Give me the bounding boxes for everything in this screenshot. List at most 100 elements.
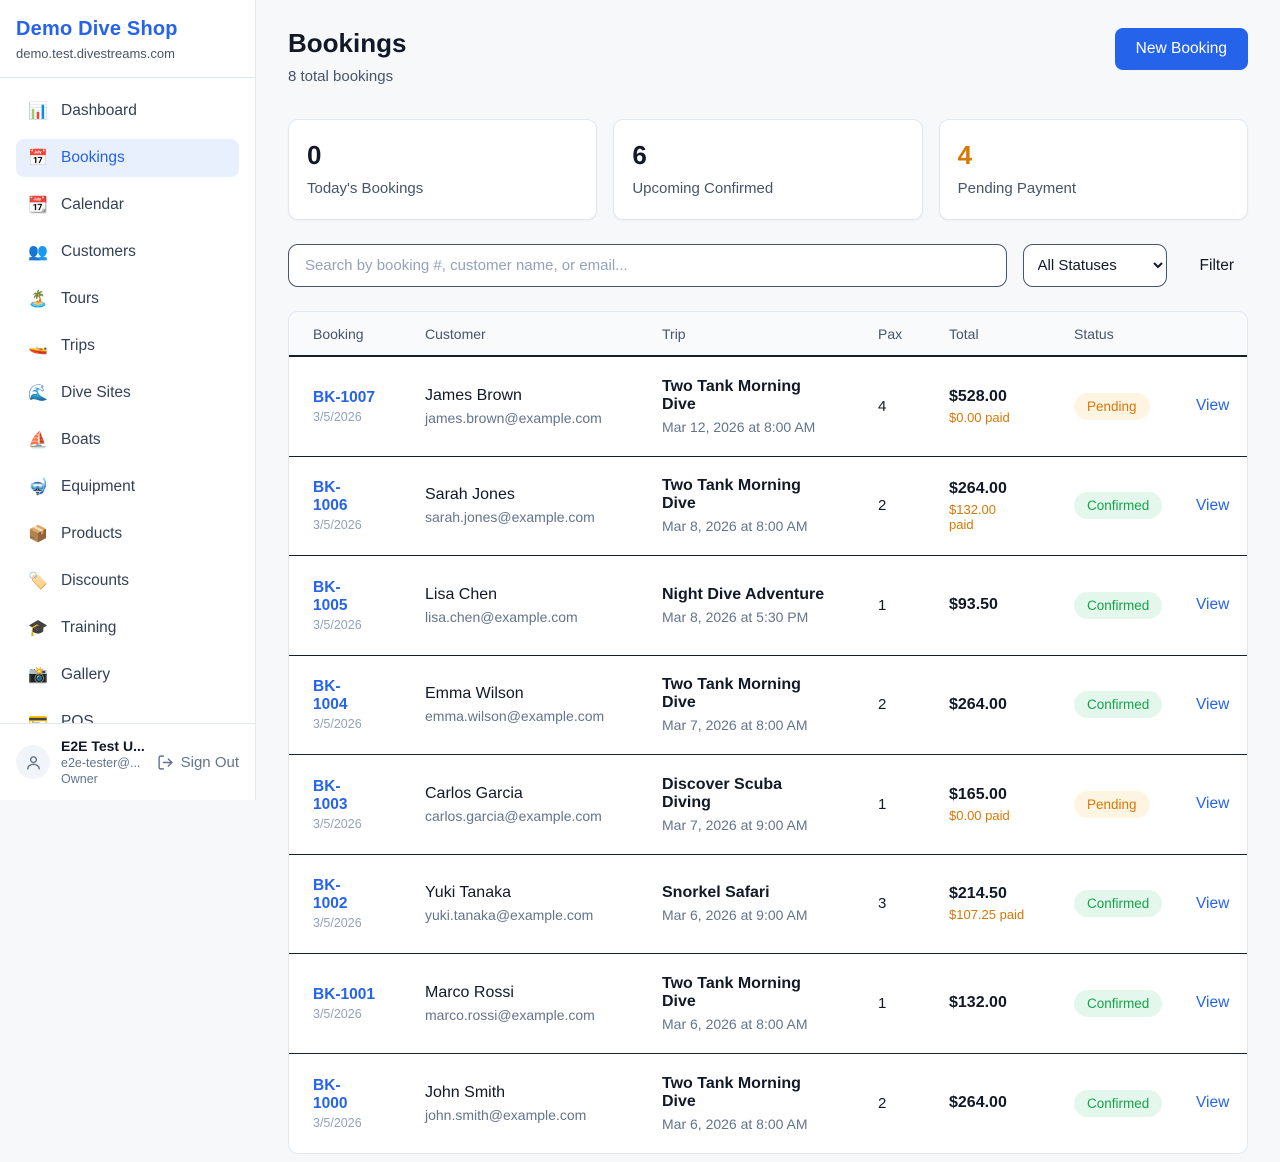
- booking-id-link[interactable]: BK- 1000: [313, 1076, 348, 1112]
- booking-cell: BK- 1004 3/5/2026: [289, 664, 401, 745]
- booking-cell: BK- 1006 3/5/2026: [289, 465, 401, 546]
- sidebar-item-dashboard[interactable]: 📊 Dashboard: [16, 92, 239, 130]
- stat-label: Upcoming Confirmed: [632, 180, 774, 197]
- booking-date: 3/5/2026: [313, 717, 362, 732]
- sidebar-item-tours[interactable]: 🏝️ Tours: [16, 280, 239, 318]
- customer-name: Emma Wilson: [425, 685, 524, 703]
- sidebar-user-footer: E2E Test U... e2e-tester@... Owner Sign …: [0, 723, 255, 800]
- diving-mask-icon: 🤿: [28, 479, 48, 496]
- table-row: BK- 1000 3/5/2026 John Smith john.smith@…: [289, 1054, 1247, 1154]
- sidebar-item-label: Gallery: [61, 666, 111, 683]
- trip-cell: Two Tank Morning Dive Mar 8, 2026 at 8:0…: [638, 463, 854, 548]
- booking-date: 3/5/2026: [313, 1115, 362, 1130]
- trip-name: Two Tank Morning Dive: [662, 1074, 801, 1110]
- stat-card-pending-payment: 4 Pending Payment: [938, 119, 1248, 220]
- trip-datetime: Mar 8, 2026 at 5:30 PM: [662, 608, 809, 625]
- sidebar-item-discounts[interactable]: 🏷️ Discounts: [16, 562, 239, 600]
- bar-chart-icon: 📊: [28, 103, 48, 120]
- status-badge: Confirmed: [1074, 989, 1163, 1017]
- view-link[interactable]: View: [1196, 695, 1230, 713]
- sidebar-item-bookings[interactable]: 📅 Bookings: [16, 139, 239, 177]
- sailboat-icon: ⛵: [28, 432, 48, 449]
- customer-email: carlos.garcia@example.com: [425, 807, 602, 824]
- sidebar-item-gallery[interactable]: 📸 Gallery: [16, 656, 239, 694]
- person-icon: [26, 755, 40, 770]
- table-row: BK- 1006 3/5/2026 Sarah Jones sarah.jone…: [289, 457, 1247, 556]
- sidebar-item-training[interactable]: 🎓 Training: [16, 609, 239, 647]
- speedboat-icon: 🚤: [28, 338, 48, 355]
- sidebar-item-products[interactable]: 📦 Products: [16, 515, 239, 553]
- status-badge: Confirmed: [1074, 691, 1163, 719]
- sidebar-item-equipment[interactable]: 🤿 Equipment: [16, 468, 239, 506]
- sidebar-item-label: Customers: [61, 243, 136, 260]
- trip-cell: Night Dive Adventure Mar 8, 2026 at 5:30…: [638, 572, 854, 639]
- action-cell: View: [1172, 682, 1247, 728]
- total-amount: $264.00: [949, 695, 1007, 713]
- table-row: BK-1007 3/5/2026 James Brown james.brown…: [289, 357, 1247, 457]
- status-badge: Confirmed: [1074, 1089, 1163, 1117]
- customer-cell: John Smith john.smith@example.com: [401, 1070, 638, 1137]
- status-badge: Confirmed: [1074, 492, 1163, 520]
- view-link[interactable]: View: [1196, 397, 1230, 415]
- total-cell: $214.50 $107.25 paid: [925, 871, 1050, 936]
- trip-datetime: Mar 6, 2026 at 8:00 AM: [662, 1015, 808, 1032]
- status-filter-select[interactable]: All Statuses: [1022, 244, 1167, 287]
- sidebar-item-label: POS: [61, 713, 94, 723]
- pax-cell: 1: [878, 994, 887, 1012]
- customer-cell: Marco Rossi marco.rossi@example.com: [401, 970, 638, 1037]
- avatar: [16, 745, 50, 779]
- trip-name: Two Tank Morning Dive: [662, 676, 801, 712]
- status-cell: Confirmed: [1050, 478, 1172, 533]
- package-icon: 📦: [28, 526, 48, 543]
- booking-cell: BK- 1003 3/5/2026: [289, 764, 401, 845]
- booking-id-link[interactable]: BK- 1006: [313, 479, 348, 515]
- total-cell: $132.00: [925, 980, 1050, 1026]
- customer-cell: Yuki Tanaka yuki.tanaka@example.com: [401, 870, 638, 937]
- column-header-pax: Pax: [878, 325, 903, 342]
- booking-cell: BK- 1002 3/5/2026: [289, 863, 401, 944]
- total-cell: $264.00: [925, 1080, 1050, 1126]
- view-link[interactable]: View: [1196, 1094, 1230, 1112]
- pax-cell: 1: [878, 596, 887, 614]
- action-cell: View: [1172, 483, 1247, 529]
- sign-out-button[interactable]: Sign Out: [157, 754, 239, 771]
- action-cell: View: [1172, 383, 1247, 429]
- paid-amount: $0.00 paid: [949, 409, 1010, 425]
- view-link[interactable]: View: [1196, 496, 1230, 514]
- sidebar: Demo Dive Shop demo.test.divestreams.com…: [0, 0, 256, 800]
- page-header: Bookings 8 total bookings New Booking: [288, 28, 1248, 85]
- graduation-cap-icon: 🎓: [28, 620, 48, 637]
- view-link[interactable]: View: [1196, 795, 1230, 813]
- booking-id-link[interactable]: BK- 1002: [313, 877, 348, 913]
- filter-button[interactable]: Filter: [1199, 256, 1234, 274]
- booking-id-link[interactable]: BK- 1005: [313, 578, 348, 614]
- total-cell: $264.00: [925, 682, 1050, 728]
- paid-amount: $107.25 paid: [949, 907, 1025, 923]
- booking-id-link[interactable]: BK- 1004: [313, 678, 348, 714]
- customer-name: Yuki Tanaka: [425, 884, 511, 902]
- action-cell: View: [1172, 881, 1247, 927]
- booking-id-link[interactable]: BK- 1003: [313, 777, 348, 813]
- sidebar-item-pos[interactable]: 💳 POS: [16, 703, 239, 723]
- trip-cell: Two Tank Morning Dive Mar 6, 2026 at 8:0…: [638, 961, 854, 1046]
- view-link[interactable]: View: [1196, 596, 1230, 614]
- status-cell: Pending: [1050, 379, 1172, 434]
- sidebar-item-dive-sites[interactable]: 🌊 Dive Sites: [16, 374, 239, 412]
- view-link[interactable]: View: [1196, 894, 1230, 912]
- booking-id-link[interactable]: BK-1007: [313, 388, 376, 406]
- trip-cell: Snorkel Safari Mar 6, 2026 at 9:00 AM: [638, 870, 854, 937]
- sign-out-label: Sign Out: [180, 753, 239, 771]
- total-cell: $264.00 $132.00 paid: [925, 466, 1050, 546]
- sidebar-item-trips[interactable]: 🚤 Trips: [16, 327, 239, 365]
- booking-date: 3/5/2026: [313, 1006, 362, 1021]
- sidebar-item-calendar[interactable]: 📆 Calendar: [16, 186, 239, 224]
- stat-card-today-s-bookings: 0 Today's Bookings: [288, 119, 598, 220]
- customer-name: Lisa Chen: [425, 585, 498, 603]
- sidebar-item-customers[interactable]: 👥 Customers: [16, 233, 239, 271]
- new-booking-button[interactable]: New Booking: [1114, 28, 1248, 70]
- search-input[interactable]: [288, 244, 1007, 287]
- stat-value: 0: [307, 140, 322, 170]
- booking-id-link[interactable]: BK-1001: [313, 985, 376, 1003]
- view-link[interactable]: View: [1196, 994, 1230, 1012]
- sidebar-item-boats[interactable]: ⛵ Boats: [16, 421, 239, 459]
